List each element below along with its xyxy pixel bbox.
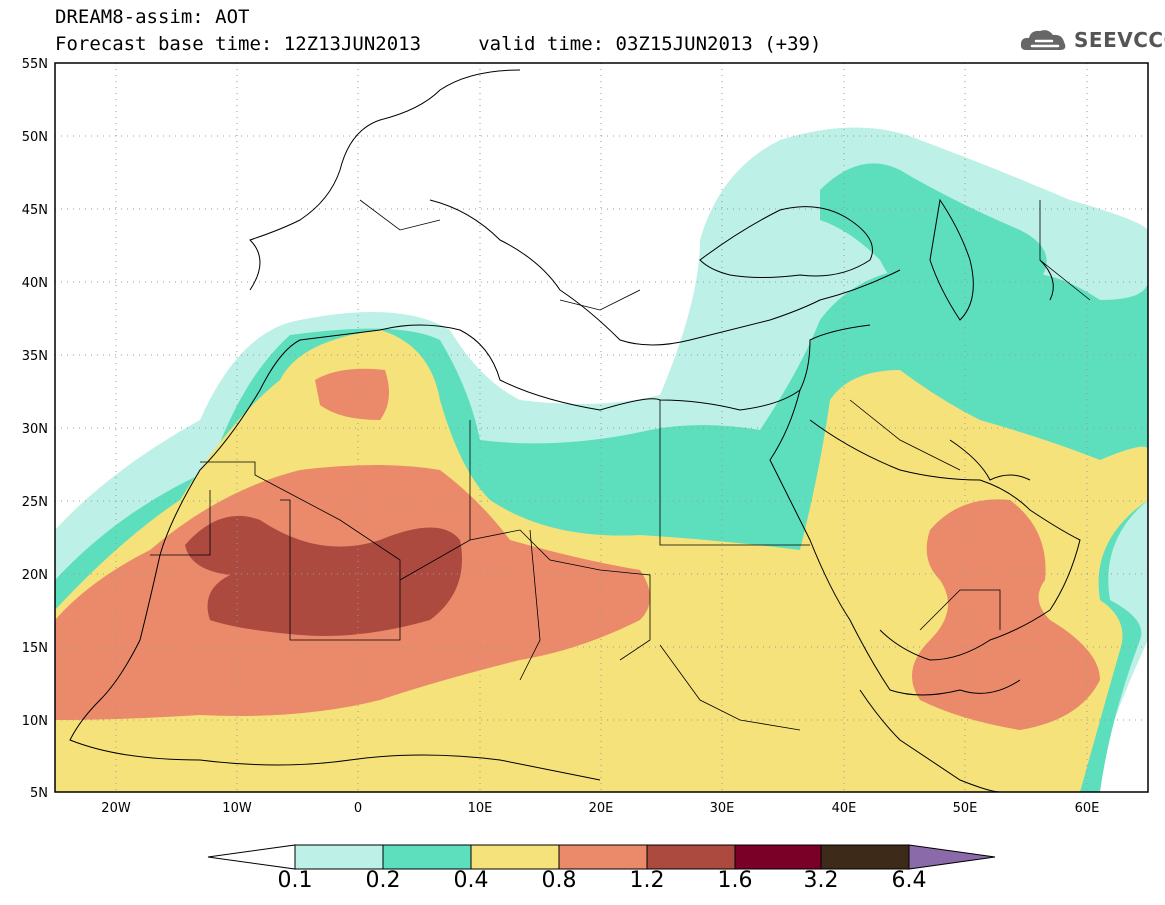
logo-text: SEEVCCC bbox=[1074, 28, 1165, 52]
colorbar-label: 6.4 bbox=[891, 868, 927, 893]
lat-label: 15N bbox=[22, 641, 48, 656]
lon-label: 10E bbox=[468, 801, 493, 816]
colorbar-segment bbox=[294, 844, 384, 870]
colorbar-label: 0.4 bbox=[453, 868, 489, 893]
cloud-icon bbox=[1020, 30, 1066, 50]
lon-label: 20E bbox=[589, 801, 614, 816]
lat-label: 5N bbox=[30, 786, 48, 801]
lon-label: 0 bbox=[354, 801, 362, 816]
colorbar-segment bbox=[734, 844, 822, 870]
colorbar-label: 0.8 bbox=[541, 868, 577, 893]
colorbar-segment bbox=[470, 844, 560, 870]
forecast-time-line: Forecast base time: 12Z13JUN2013 valid t… bbox=[55, 33, 822, 55]
colorbar-segment-under bbox=[207, 844, 296, 870]
aot-band-0.8-atlas bbox=[315, 368, 389, 420]
coastlines bbox=[69, 69, 1081, 792]
colorbar bbox=[207, 844, 996, 870]
lon-label: 10W bbox=[222, 801, 252, 816]
colorbar-segment-over bbox=[908, 844, 996, 870]
lat-label: 40N bbox=[22, 276, 48, 291]
aot-band-0.8-arabia bbox=[912, 499, 1100, 730]
colorbar-segment bbox=[558, 844, 648, 870]
lat-label: 45N bbox=[22, 203, 48, 218]
lat-label: 50N bbox=[22, 130, 48, 145]
lat-label: 35N bbox=[22, 349, 48, 364]
lon-label: 60E bbox=[1075, 801, 1100, 816]
colorbar-label: 0.1 bbox=[277, 868, 313, 893]
lon-label: 30E bbox=[710, 801, 735, 816]
lon-label: 50E bbox=[953, 801, 978, 816]
colorbar-segment bbox=[382, 844, 472, 870]
colorbar-label: 1.6 bbox=[717, 868, 753, 893]
lat-label: 10N bbox=[22, 714, 48, 729]
colorbar-label: 1.2 bbox=[629, 868, 665, 893]
country-borders bbox=[150, 199, 1091, 731]
lat-label: 30N bbox=[22, 422, 48, 437]
lon-label: 20W bbox=[101, 801, 131, 816]
colorbar-label: 3.2 bbox=[803, 868, 839, 893]
lat-label: 55N bbox=[22, 57, 48, 72]
aot-band-0.2-north bbox=[820, 163, 1047, 310]
lat-labels: 55N 50N 45N 40N 35N 30N 25N 20N 15N 10N … bbox=[22, 57, 48, 801]
lon-labels: 20W 10W 0 10E 20E 30E 40E 50E 60E bbox=[101, 801, 1099, 816]
colorbar-label: 0.2 bbox=[365, 868, 401, 893]
colorbar-segment bbox=[820, 844, 910, 870]
lat-label: 20N bbox=[22, 568, 48, 583]
colorbar-segment bbox=[646, 844, 736, 870]
aot-band-1.2 bbox=[185, 515, 462, 636]
map-title: DREAM8-assim: AOT bbox=[55, 6, 250, 28]
graticule bbox=[55, 63, 1148, 792]
lon-label: 40E bbox=[832, 801, 857, 816]
lat-label: 25N bbox=[22, 495, 48, 510]
map-frame bbox=[54, 62, 1149, 793]
